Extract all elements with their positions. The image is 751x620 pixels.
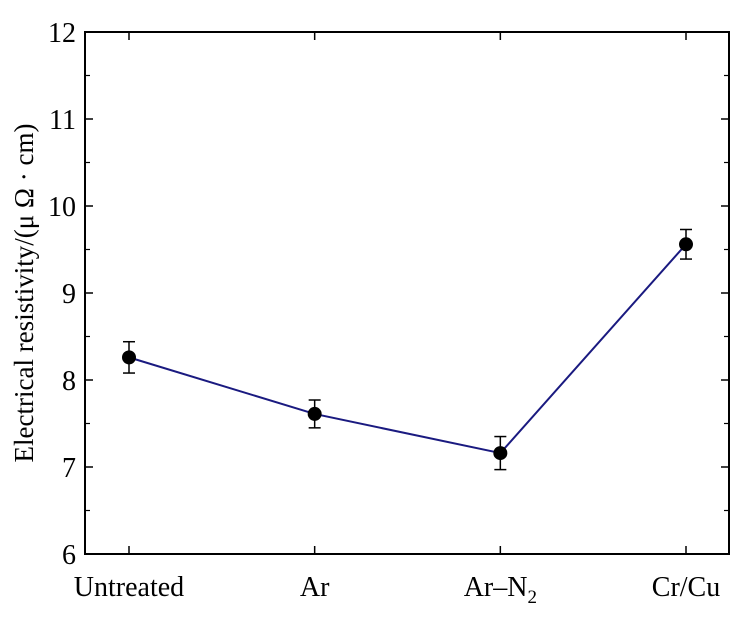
plot-frame [84,31,730,555]
y-tick-label: 10 [48,192,76,223]
y-tick-label: 6 [62,540,76,571]
y-tick-label: 7 [62,453,76,484]
x-tick-label: Cr/Cu [652,572,720,603]
data-point [493,446,508,461]
y-axis-title: Electrical resistivity/(μ Ω · cm) [9,124,39,463]
x-tick-label: Ar–N2 [464,572,537,608]
series [122,228,693,471]
y-tick-label: 11 [49,105,76,136]
y-axis: 6 7 8 9 10 11 12 [48,18,729,571]
x-tick-label: Ar [300,572,330,603]
data-point [307,406,322,421]
y-tick-label: 8 [62,366,76,397]
y-tick-label: 9 [62,279,76,310]
x-tick-label: Untreated [74,572,184,603]
y-tick-label: 12 [48,18,76,49]
data-point [122,350,136,365]
data-point [679,237,693,252]
series-line [128,243,687,455]
x-axis: Untreated Ar Ar–N2 Cr/Cu [74,32,720,608]
